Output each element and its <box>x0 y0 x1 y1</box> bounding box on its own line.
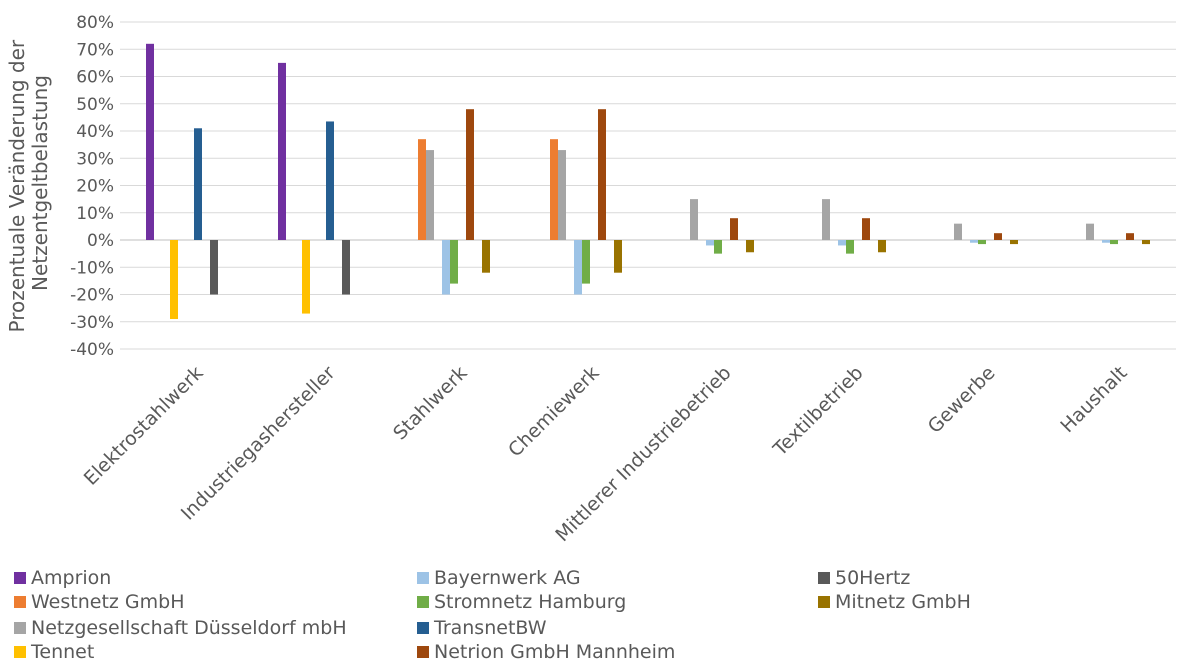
y-tick-label: 30% <box>76 149 114 169</box>
bar <box>450 240 458 284</box>
bar <box>558 150 566 240</box>
bar <box>1102 240 1110 243</box>
bar <box>550 139 558 240</box>
legend-label: Tennet <box>30 641 94 663</box>
bar <box>978 240 986 244</box>
y-tick-label: 80% <box>76 13 114 33</box>
y-tick-label: -40% <box>70 340 114 360</box>
bar <box>194 128 202 240</box>
bar <box>746 240 754 252</box>
y-tick-label: -20% <box>70 286 114 306</box>
x-category-label: Gewerbe <box>924 362 1000 438</box>
legend-label: TransnetBW <box>433 617 547 639</box>
bar <box>846 240 854 254</box>
bar <box>418 139 426 240</box>
legend-label: Bayernwerk AG <box>434 567 581 589</box>
bar <box>426 150 434 240</box>
bar <box>822 199 830 240</box>
bar <box>838 240 846 245</box>
legend-swatch <box>417 596 429 608</box>
y-axis-title-line-1: Prozentuale Veränderung der <box>5 39 29 332</box>
bar <box>342 240 350 295</box>
y-tick-label: 0% <box>87 231 114 251</box>
legend-swatch <box>14 572 26 584</box>
legend-label: 50Hertz <box>835 567 910 589</box>
legend-swatch <box>14 622 26 634</box>
x-category-label: Elektrostahlwerk <box>80 362 208 490</box>
bar <box>146 44 154 240</box>
bar <box>994 233 1002 240</box>
y-tick-label: -10% <box>70 258 114 278</box>
bar <box>1142 240 1150 244</box>
bar <box>326 121 334 240</box>
legend-label: Netrion GmbH Mannheim <box>434 641 675 663</box>
bar <box>1010 240 1018 244</box>
legend-swatch <box>417 646 429 658</box>
bars <box>146 44 1150 319</box>
legend-label: Netzgesellschaft Düsseldorf mbH <box>31 617 347 639</box>
legend-swatch <box>818 596 830 608</box>
x-category-label: Industriegashersteller <box>177 362 340 525</box>
y-tick-label: 60% <box>76 68 114 88</box>
bar <box>1086 224 1094 240</box>
bar <box>730 218 738 240</box>
bar <box>614 240 622 273</box>
bar <box>574 240 582 295</box>
bar <box>210 240 218 295</box>
bar <box>482 240 490 273</box>
y-axis-title-line-2: Netzentgeltbelastung <box>28 75 52 291</box>
x-category-label: Chemiewerk <box>504 362 603 461</box>
bar <box>862 218 870 240</box>
x-category-label: Haushalt <box>1056 362 1131 437</box>
bar <box>582 240 590 284</box>
bar <box>706 240 714 245</box>
y-axis-title: Prozentuale Veränderung der Netzentgeltb… <box>5 34 52 333</box>
y-axis-tick-labels: 80% 70% 60% 50% 40% 30% 20% 10% 0% -10% -20% -30% -4… <box>70 13 114 360</box>
legend-label: Stromnetz Hamburg <box>434 591 626 613</box>
bar <box>598 109 606 240</box>
legend-label: Westnetz GmbH <box>31 591 184 613</box>
legend-swatch <box>818 572 830 584</box>
y-tick-label: 70% <box>76 40 114 60</box>
legend-label: Mitnetz GmbH <box>835 591 971 613</box>
x-category-label: Stahlwerk <box>389 362 471 444</box>
x-category-label: Textilbetrieb <box>769 362 868 461</box>
bar <box>1110 240 1118 244</box>
legend-swatch <box>417 622 429 634</box>
y-tick-label: 20% <box>76 177 114 197</box>
bar <box>714 240 722 254</box>
y-tick-label: 10% <box>76 204 114 224</box>
bar <box>278 63 286 240</box>
legend-swatch <box>14 596 26 608</box>
y-tick-label: 40% <box>76 122 114 142</box>
bar <box>970 240 978 243</box>
bar <box>302 240 310 314</box>
y-tick-label: 50% <box>76 95 114 115</box>
bar <box>170 240 178 319</box>
bar <box>466 109 474 240</box>
bar <box>954 224 962 240</box>
legend-swatch <box>417 572 429 584</box>
legend-swatch <box>14 646 26 658</box>
bar <box>878 240 886 252</box>
bar <box>442 240 450 295</box>
legend-label: Amprion <box>31 567 111 589</box>
y-tick-label: -30% <box>70 313 114 333</box>
bar <box>690 199 698 240</box>
bar <box>1126 233 1134 240</box>
